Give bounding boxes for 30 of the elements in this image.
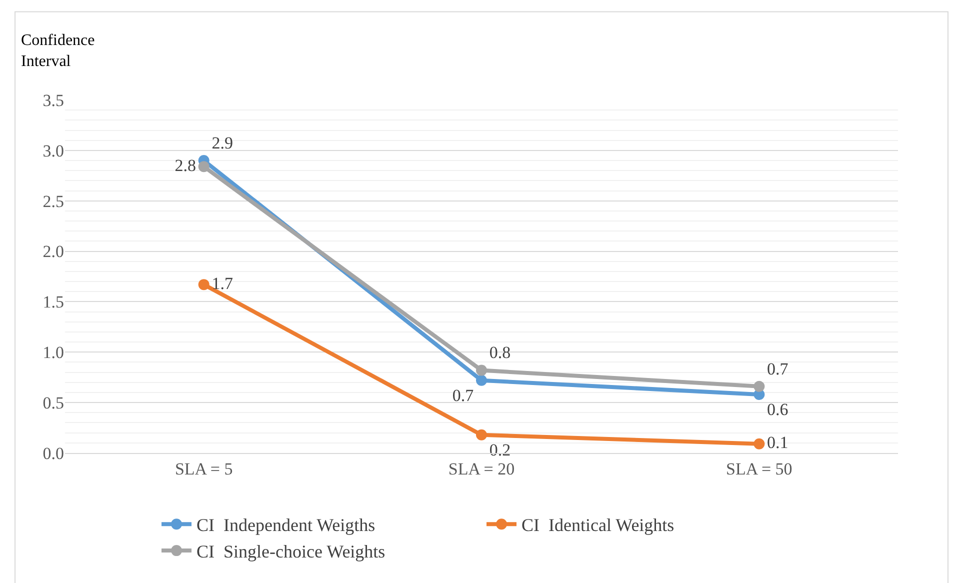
y-axis-title: Confidence Interval <box>21 32 95 70</box>
point <box>198 279 210 290</box>
data-label: 0.8 <box>489 343 511 362</box>
y-tick-label: 2.5 <box>42 192 64 211</box>
data-label: 0.6 <box>767 400 788 420</box>
data-label: 0.7 <box>767 359 789 378</box>
x-tick-label: SLA = 5 <box>174 459 233 478</box>
legend-label: CI Single-choice Weights <box>196 542 386 562</box>
y-tick-label: 0.0 <box>42 444 64 463</box>
y-tick-label: 0.5 <box>42 394 64 413</box>
x-tick-label: SLA = 20 <box>448 459 515 478</box>
point <box>476 364 487 376</box>
point <box>476 429 487 440</box>
point <box>754 380 765 392</box>
y-tick-label: 2.0 <box>42 242 64 262</box>
y-tick-label: 1.5 <box>42 292 64 312</box>
y-tick-label: 1.0 <box>42 343 64 362</box>
legend-label: CI Identical Weights <box>522 515 674 536</box>
data-label: 0.7 <box>452 386 474 406</box>
data-label: 2.9 <box>212 133 233 152</box>
y-tick-label: 3.0 <box>42 141 64 160</box>
y-tick-label: 3.5 <box>42 90 64 110</box>
point <box>198 161 210 172</box>
legend-label: CI Independent Weigths <box>196 515 376 536</box>
data-label: 2.8 <box>174 156 196 175</box>
x-tick-label: SLA = 50 <box>726 459 792 478</box>
data-label: 1.7 <box>212 274 234 293</box>
point <box>476 374 487 386</box>
point <box>754 438 765 450</box>
data-label: 0.1 <box>767 433 788 452</box>
